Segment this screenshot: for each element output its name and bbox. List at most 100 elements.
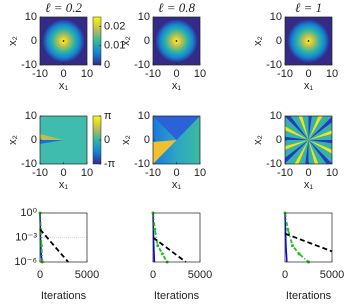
y-tick-label: 10 bbox=[25, 11, 37, 23]
y-tick-label: -10 bbox=[266, 59, 282, 71]
y-tick-label: 0 bbox=[31, 134, 37, 146]
x-tick-label: 10 bbox=[194, 68, 206, 80]
y-tick-label: 10 bbox=[25, 110, 37, 122]
phase-ray bbox=[308, 116, 332, 140]
x-tick-label: 0 bbox=[305, 167, 311, 179]
x-tick-label: 0 bbox=[60, 68, 66, 80]
series-marker bbox=[291, 244, 295, 248]
phase-ray bbox=[285, 140, 309, 164]
panel-title: ℓ = 0.8 bbox=[158, 0, 195, 15]
y-axis-label: x₂ bbox=[7, 36, 19, 46]
phase-ray bbox=[308, 140, 319, 164]
colorbar-tick-label: -π bbox=[104, 158, 116, 170]
y-axis-label: x₂ bbox=[7, 135, 19, 145]
axes-box bbox=[39, 212, 88, 263]
colorbar-tick-label: 0.01 bbox=[104, 40, 125, 52]
y-tick-label: 10 bbox=[270, 110, 282, 122]
phase-ray bbox=[285, 140, 309, 150]
y-tick-label: 0 bbox=[276, 134, 282, 146]
series-line bbox=[284, 232, 333, 253]
axes-box bbox=[284, 115, 333, 165]
plot-bg bbox=[285, 213, 332, 262]
x-tick-label: -10 bbox=[145, 167, 161, 179]
x-tick-label: 5000 bbox=[188, 269, 212, 281]
phase-ray bbox=[308, 140, 332, 144]
phase-wedge bbox=[153, 140, 177, 164]
x-tick-label: -10 bbox=[32, 167, 48, 179]
y-tick-label: 0 bbox=[144, 35, 150, 47]
x-tick-label: 0 bbox=[37, 269, 43, 281]
y-tick-label: 0 bbox=[31, 35, 37, 47]
series-marker bbox=[160, 252, 164, 256]
phase-wedge bbox=[153, 116, 200, 140]
phase-wedge bbox=[40, 134, 64, 140]
x-tick-label: 0 bbox=[305, 68, 311, 80]
x-tick-label: 0 bbox=[60, 167, 66, 179]
y-tick-label: 0 bbox=[144, 134, 150, 146]
y-tick-label: -10 bbox=[134, 59, 150, 71]
y-axis-label: x₂ bbox=[120, 36, 132, 46]
y-tick-label: 10 bbox=[138, 110, 150, 122]
axes-box bbox=[152, 115, 201, 165]
x-tick-label: -10 bbox=[32, 68, 48, 80]
y-tick-label: -10 bbox=[21, 158, 37, 170]
center-dot bbox=[175, 40, 178, 42]
panel-title: ℓ = 0.2 bbox=[45, 0, 82, 15]
y-tick-label: -10 bbox=[21, 59, 37, 71]
y-tick-label: -10 bbox=[266, 158, 282, 170]
center-dot bbox=[307, 40, 310, 42]
heatmap-image bbox=[285, 116, 332, 164]
plot-bg bbox=[153, 213, 200, 262]
x-tick-label: 0 bbox=[173, 68, 179, 80]
series-marker bbox=[156, 244, 160, 248]
series-marker bbox=[153, 227, 157, 231]
series-line bbox=[39, 212, 44, 263]
x-axis-label: x₁ bbox=[172, 80, 182, 92]
x-axis-label: x₁ bbox=[59, 179, 69, 191]
x-axis-label: x₁ bbox=[172, 179, 182, 191]
x-axis-label: Iterations bbox=[286, 290, 332, 302]
y-tick-label: 10 bbox=[270, 11, 282, 23]
x-tick-label: 10 bbox=[326, 167, 338, 179]
x-tick-label: 10 bbox=[81, 167, 93, 179]
heatmap-image bbox=[285, 17, 332, 65]
axes-box bbox=[39, 16, 88, 66]
center-dot bbox=[62, 40, 65, 42]
panel-title: ℓ = 1 bbox=[295, 0, 322, 15]
y-tick-label: 10⁻³ bbox=[15, 231, 37, 243]
heatmap-image bbox=[40, 116, 87, 164]
phase-ray bbox=[305, 140, 309, 164]
y-axis-label: x₂ bbox=[252, 36, 264, 46]
x-axis-label: Iterations bbox=[41, 290, 87, 302]
phase-ray bbox=[298, 116, 309, 140]
heatmap-image bbox=[40, 17, 87, 65]
x-tick-label: 10 bbox=[81, 68, 93, 80]
phase-ray bbox=[308, 140, 332, 154]
phase-ray bbox=[285, 126, 309, 140]
y-tick-label: 0 bbox=[276, 35, 282, 47]
y-axis-label: x₂ bbox=[252, 135, 264, 145]
y-tick-label: 10 bbox=[138, 11, 150, 23]
colorbar-tick-label: 0 bbox=[104, 59, 110, 71]
phase-wedge bbox=[40, 140, 64, 144]
x-tick-label: 0 bbox=[282, 269, 288, 281]
series-marker bbox=[39, 244, 43, 248]
phase-ray bbox=[308, 116, 312, 140]
x-tick-label: 5000 bbox=[75, 269, 99, 281]
x-axis-label: x₁ bbox=[304, 80, 314, 92]
x-tick-label: -10 bbox=[277, 167, 293, 179]
y-axis-label: x₂ bbox=[120, 135, 132, 145]
x-axis-label: x₁ bbox=[304, 179, 314, 191]
phase-ray bbox=[285, 136, 309, 140]
x-tick-label: 10 bbox=[326, 68, 338, 80]
axes-box bbox=[152, 212, 201, 263]
heatmap-image bbox=[153, 116, 200, 164]
axes-box bbox=[284, 212, 333, 263]
series-line bbox=[152, 236, 187, 263]
x-axis-label: Iterations bbox=[154, 290, 200, 302]
colorbar-tick-label: 0.02 bbox=[104, 21, 125, 33]
colorbar-tick-label: 0 bbox=[104, 134, 110, 146]
x-tick-label: -10 bbox=[277, 68, 293, 80]
series-line bbox=[39, 228, 69, 263]
